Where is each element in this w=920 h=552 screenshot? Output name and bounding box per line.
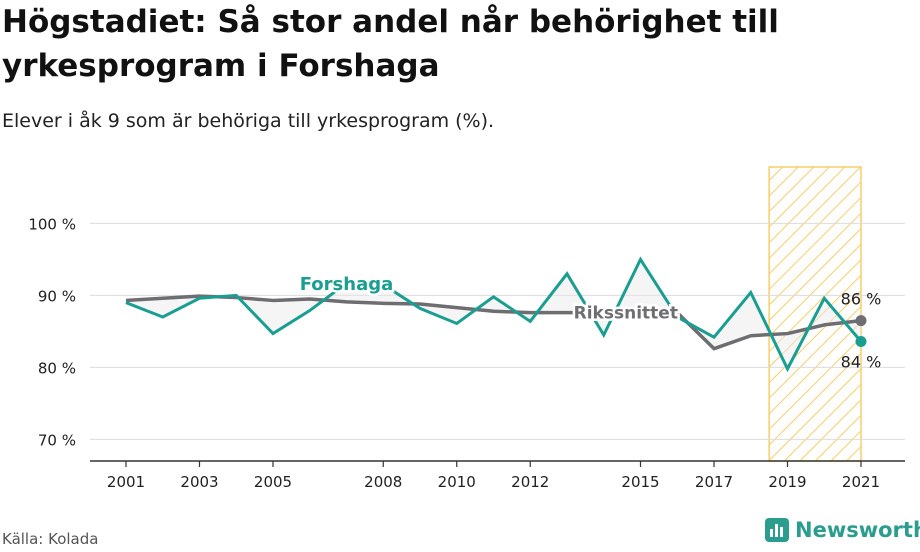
y-tick-label: 70 %	[38, 431, 76, 449]
forshaga-end-point	[855, 335, 867, 347]
x-tick-label: 2003	[180, 473, 218, 491]
x-tick-label: 2019	[768, 473, 806, 491]
chart-subtitle: Elever i åk 9 som är behöriga till yrkes…	[2, 110, 495, 132]
bar-chart-icon	[765, 518, 789, 542]
newsworthy-logo: Newsworthy	[765, 518, 920, 542]
riksnittet-end-point	[855, 315, 867, 327]
x-tick-label: 2017	[695, 473, 733, 491]
chart-title: Högstadiet: Så stor andel når behörighet…	[2, 4, 779, 84]
y-tick-label: 100 %	[28, 215, 76, 233]
riksnittet-series-label: Rikssnittet	[574, 304, 678, 324]
difference-area	[126, 259, 861, 369]
x-tick-label: 2012	[511, 473, 549, 491]
source-note: Källa: Kolada	[2, 530, 99, 548]
y-tick-label: 80 %	[38, 359, 76, 377]
forshaga-line	[125, 256, 863, 373]
x-tick-label: 2010	[438, 473, 476, 491]
x-tick-label: 2001	[107, 473, 145, 491]
y-tick-label: 90 %	[38, 287, 76, 305]
x-tick-label: 2015	[621, 473, 659, 491]
logo-text: Newsworthy	[795, 518, 920, 542]
x-tick-label: 2005	[254, 473, 292, 491]
forshaga-series-label: Forshaga	[300, 274, 394, 295]
riksnittet-end-label: 86 %	[841, 290, 882, 309]
riksnittet-line	[125, 294, 862, 351]
forshaga-end-label: 84 %	[841, 352, 882, 371]
x-tick-label: 2008	[364, 473, 402, 491]
x-tick-label: 2021	[842, 473, 880, 491]
